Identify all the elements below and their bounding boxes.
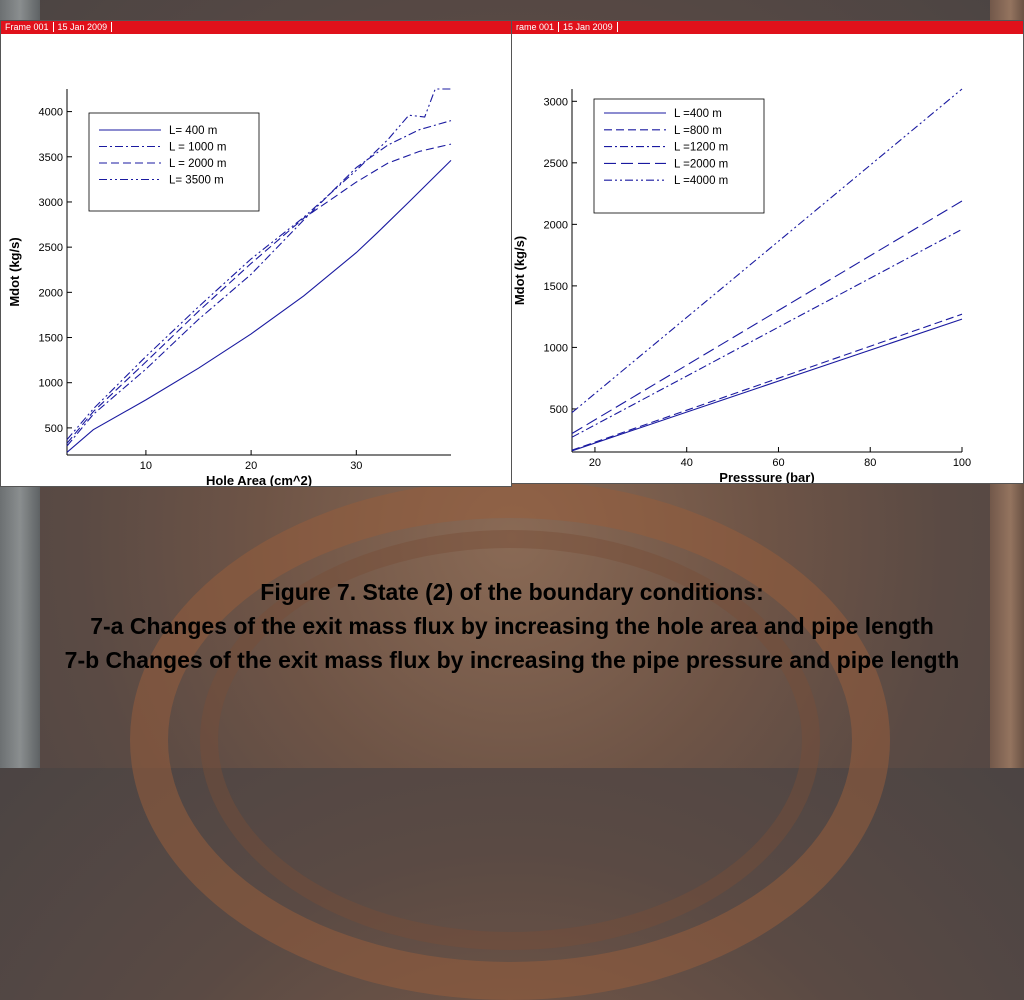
chart-a-legend-label-3: L = 2000 m	[169, 158, 226, 170]
chart-panel-a: Frame 001 15 Jan 2009 500 1000 1500 2000 2500…	[0, 20, 512, 487]
chart-b-series-line-4	[571, 200, 963, 434]
chart-a-y-tick-label: 2000	[39, 287, 63, 299]
chart-a-series-line-4	[66, 88, 451, 440]
chart-a-y-tick-label: 1000	[39, 378, 63, 390]
figure-caption: Figure 7. State (2) of the boundary cond…	[40, 575, 984, 677]
chart-a-y-tick-label: 4000	[39, 107, 63, 119]
chart-b: 500 1000 1500 2000 2500 3000 20 40 60 80 100 Presss…	[512, 88, 971, 483]
chart-b-legend-label-1: L =400 m	[674, 108, 722, 120]
chart-b-legend-label-5: L =4000 m	[674, 175, 728, 187]
chart-a-y-axis-label: Mdot (kg/s)	[7, 237, 22, 306]
chart-b-legend-label-2: L =800 m	[674, 125, 722, 137]
chart-b-x-tick-label: 100	[953, 457, 971, 469]
chart-a-y-tick-label: 2500	[39, 242, 63, 254]
chart-a-legend-label-2: L = 1000 m	[169, 142, 226, 154]
caption-line-1: Figure 7. State (2) of the boundary cond…	[260, 579, 764, 605]
chart-b-y-tick-label: 3000	[544, 96, 568, 108]
chart-b-legend	[593, 98, 765, 214]
chart-a-series-line-3	[66, 143, 452, 444]
panel-a-date-label: 15 Jan 2009	[53, 22, 113, 32]
chart-b-y-tick-label: 1000	[544, 342, 568, 354]
chart-a-y-tick-label: 1500	[39, 333, 63, 345]
chart-b-x-tick-label: 80	[864, 457, 876, 469]
chart-b-y-tick-label: 500	[550, 404, 568, 416]
panel-b-header: rame 001 15 Jan 2009	[512, 21, 1023, 34]
chart-a: 500 1000 1500 2000 2500 3000 3500 4000 10 20 30 Hol…	[7, 88, 452, 486]
chart-b-legend-label-3: L =1200 m	[674, 142, 728, 154]
chart-b-series-line-1	[571, 318, 963, 452]
caption-line-2: 7-a Changes of the exit mass flux by inc…	[90, 613, 934, 639]
panel-a-frame-label: Frame 001	[1, 22, 54, 32]
caption-line-3: 7-b Changes of the exit mass flux by inc…	[64, 647, 960, 673]
chart-b-y-tick-label: 1500	[544, 281, 568, 293]
chart-b-series-line-3	[571, 228, 963, 438]
chart-a-legend-label-1: L= 400 m	[169, 125, 217, 137]
chart-b-x-tick-label: 20	[589, 457, 601, 469]
chart-b-series-line-2	[571, 313, 963, 451]
panel-b-frame-label: rame 001	[512, 22, 560, 32]
panel-a-header: Frame 001 15 Jan 2009	[1, 21, 511, 34]
chart-b-series-line-5	[571, 88, 963, 414]
chart-b-x-tick-label: 60	[772, 457, 784, 469]
chart-a-y-tick-label: 3000	[39, 197, 63, 209]
chart-b-y-axis-label: Mdot (kg/s)	[512, 236, 527, 305]
chart-b-x-axis-label: Presssure (bar)	[719, 470, 814, 483]
chart-b-y-tick-label: 2000	[544, 219, 568, 231]
chart-panel-b: rame 001 15 Jan 2009 500 1000 1500 2000 2500 3…	[512, 20, 1024, 484]
chart-a-x-tick-label: 30	[350, 460, 362, 472]
panel-b-date-label: 15 Jan 2009	[559, 22, 618, 32]
chart-b-legend-label-4: L =2000 m	[674, 158, 728, 170]
chart-a-y-tick-label: 3500	[39, 152, 63, 164]
chart-a-x-tick-label: 20	[245, 460, 257, 472]
chart-a-x-axis-label: Hole Area (cm^2)	[206, 473, 312, 486]
chart-b-y-tick-label: 2500	[544, 158, 568, 170]
chart-a-legend	[88, 112, 260, 212]
chart-a-legend-label-4: L= 3500 m	[169, 175, 224, 187]
chart-a-y-tick-label: 500	[45, 423, 63, 435]
chart-b-x-tick-label: 40	[681, 457, 693, 469]
chart-a-x-tick-label: 10	[140, 460, 152, 472]
chart-a-series-line-2	[66, 120, 452, 447]
chart-a-series-line-1	[66, 160, 452, 453]
